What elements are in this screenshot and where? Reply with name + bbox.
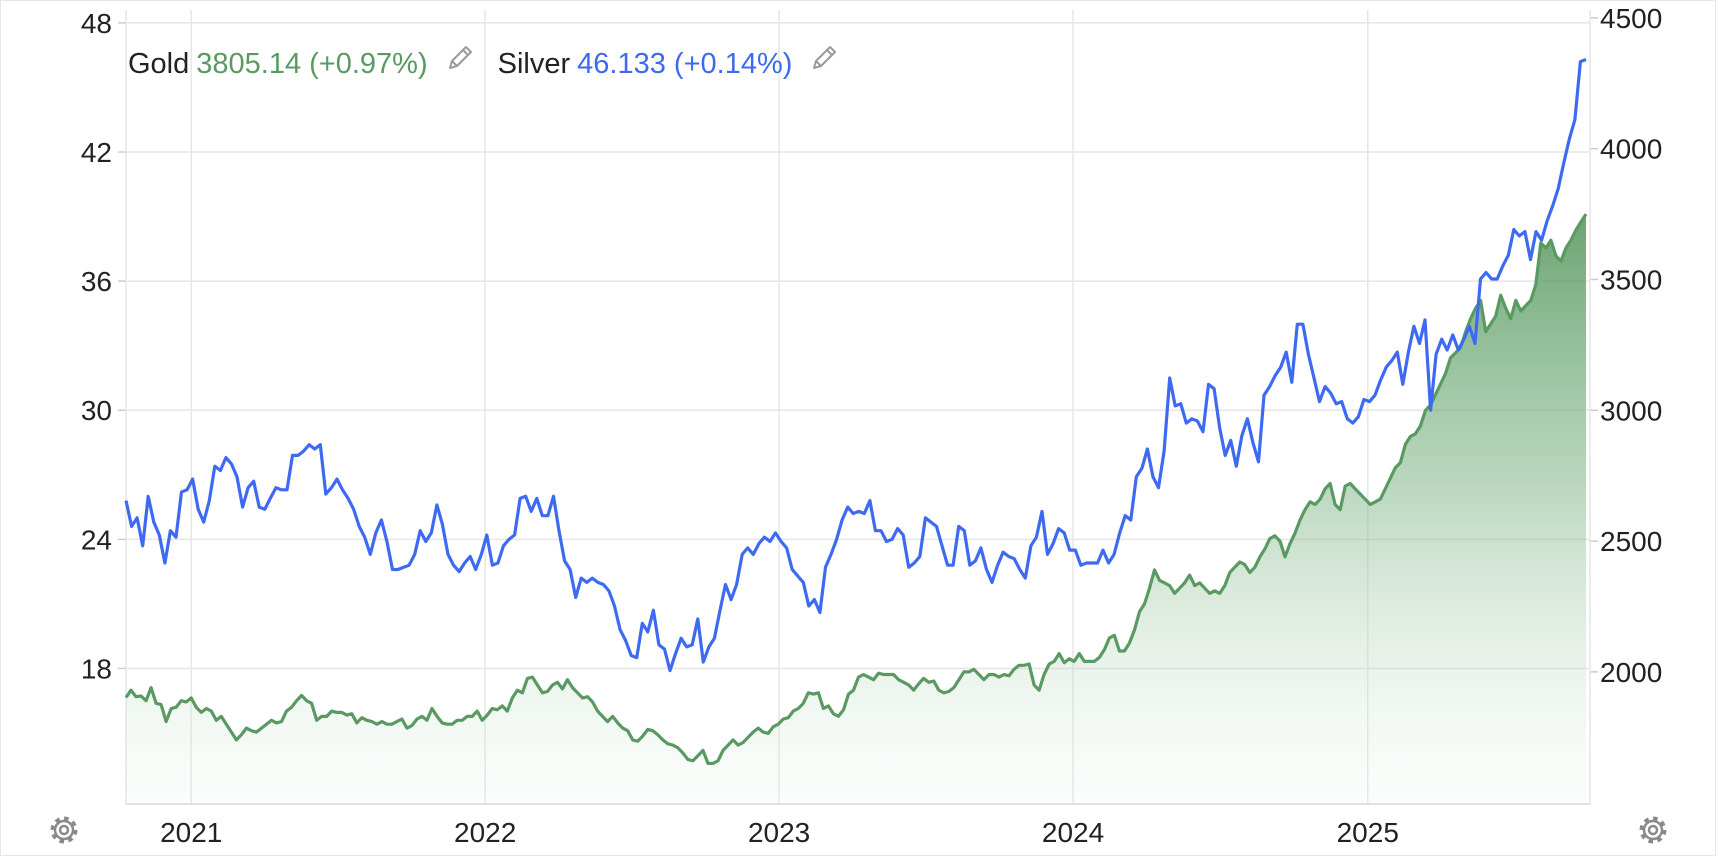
right-axis-tick-label: 4000 <box>1600 134 1662 165</box>
legend-gold-label: Gold <box>128 48 190 80</box>
left-axis-tick-label: 48 <box>81 8 112 39</box>
legend-silver-value: 46.133 (+0.14%) <box>577 48 793 80</box>
right-axis-tick-label: 2500 <box>1600 526 1662 557</box>
x-axis-tick-label: 2022 <box>454 817 516 848</box>
chart-legend: Gold 3805.14 (+0.97%) Silver 46.133 (+0.… <box>128 45 862 81</box>
left-axis-tick-label: 18 <box>81 653 112 684</box>
gear-icon[interactable] <box>1636 813 1670 847</box>
left-axis-tick-label: 24 <box>81 524 112 555</box>
silver-line <box>124 58 1587 673</box>
x-axis-tick-label: 2021 <box>160 817 222 848</box>
left-axis-tick-label: 36 <box>81 266 112 297</box>
gold-line <box>124 213 1588 765</box>
x-axis-tick-label: 2024 <box>1042 817 1104 848</box>
right-axis-tick-label: 2000 <box>1600 657 1662 688</box>
edit-pencil-icon[interactable] <box>808 42 840 74</box>
legend-gold-value: 3805.14 (+0.97%) <box>196 48 428 80</box>
left-axis-tick-label: 30 <box>81 395 112 426</box>
gear-icon[interactable] <box>47 813 81 847</box>
x-axis-tick-label: 2023 <box>748 817 810 848</box>
right-axis-tick-label: 4500 <box>1600 3 1662 34</box>
gold-area <box>126 214 1586 805</box>
left-axis-tick-label: 42 <box>81 137 112 168</box>
x-axis-tick-label: 2025 <box>1337 817 1399 848</box>
legend-silver-label: Silver <box>497 48 571 80</box>
edit-pencil-icon[interactable] <box>444 42 476 74</box>
right-axis-tick-label: 3500 <box>1600 264 1662 295</box>
right-axis-tick-label: 3000 <box>1600 395 1662 426</box>
